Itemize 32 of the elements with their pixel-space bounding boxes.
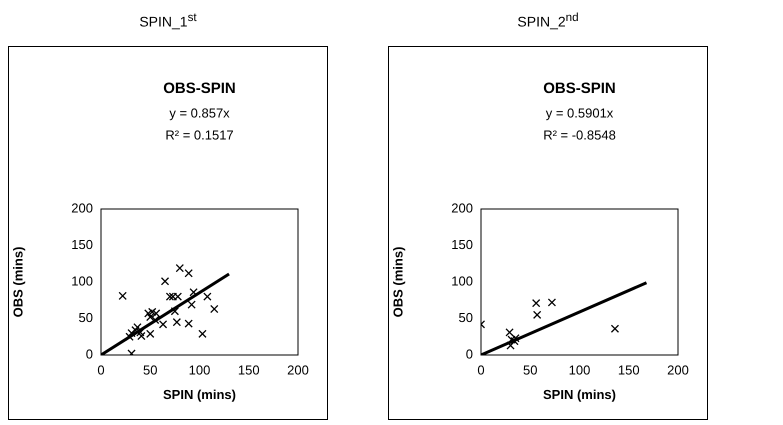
text: y = 0.857x bbox=[169, 106, 230, 121]
text: R² = -0.8548 bbox=[543, 128, 616, 143]
x-tick-label: 150 bbox=[618, 362, 640, 378]
text: R² = 0.1517 bbox=[165, 128, 234, 143]
x-tick-label: 0 bbox=[97, 362, 105, 378]
x-tick-label: 100 bbox=[188, 362, 210, 378]
text: y = 0.5901x bbox=[546, 106, 614, 121]
x-tick-label: 200 bbox=[667, 362, 689, 378]
x-tick-label: 0 bbox=[477, 362, 485, 378]
y-tick-label: 100 bbox=[71, 274, 93, 289]
chart-title: SPIN_2$^{nd}$ bbox=[516, 10, 580, 32]
x-axis-title: SPIN (mins) bbox=[163, 386, 236, 402]
y-tick-label: 150 bbox=[451, 237, 473, 252]
y-tick-label: 50 bbox=[78, 310, 93, 326]
chart-subtitle: OBS-SPIN bbox=[543, 80, 616, 98]
x-tick-label: 200 bbox=[287, 362, 309, 378]
chart-title: SPIN_1$^{st}$ bbox=[138, 10, 198, 32]
y-tick-label: 100 bbox=[451, 274, 473, 289]
x-axis-title: SPIN (mins) bbox=[543, 386, 616, 402]
x-tick-label: 50 bbox=[143, 362, 158, 378]
y-tick-label: 150 bbox=[71, 237, 93, 252]
x-tick-label: 50 bbox=[523, 362, 538, 378]
y-axis-title: OBS (mins) bbox=[390, 246, 406, 318]
y-tick-label: 200 bbox=[71, 200, 93, 216]
chart-subtitle: OBS-SPIN bbox=[163, 80, 236, 98]
y-tick-label: 0 bbox=[86, 346, 93, 362]
x-tick-label: 100 bbox=[568, 362, 590, 378]
y-tick-label: 200 bbox=[451, 200, 473, 216]
y-axis-title: OBS (mins) bbox=[10, 246, 26, 318]
y-tick-label: 0 bbox=[466, 346, 473, 362]
y-tick-label: 50 bbox=[458, 310, 473, 326]
x-tick-label: 150 bbox=[238, 362, 260, 378]
